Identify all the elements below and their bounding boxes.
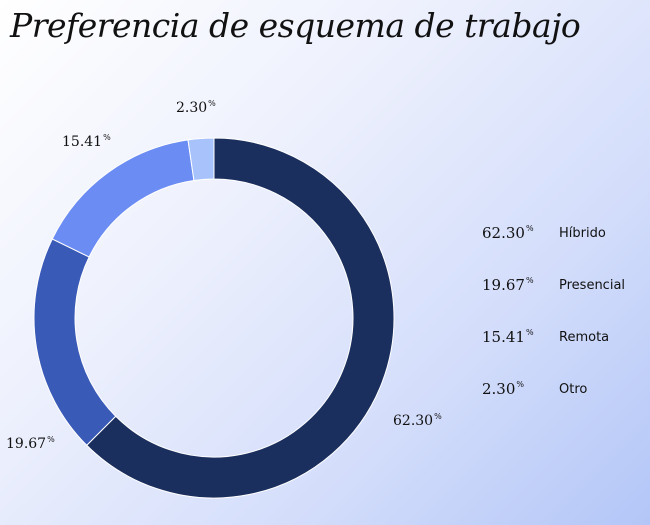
legend-label-presencial: Presencial <box>559 278 626 293</box>
legend-value-otro: 2.30% <box>482 380 525 398</box>
legend-label-remota: Remota <box>559 330 610 345</box>
slice-label-otro: 2.30% <box>176 99 216 116</box>
legend-item-remota: 15.41% Remota <box>482 328 642 380</box>
legend-label-hibrido: Híbrido <box>559 226 606 241</box>
legend-item-otro: 2.30% Otro <box>482 380 642 432</box>
slice-h-brido <box>86 137 395 499</box>
legend-item-hibrido: 62.30% Híbrido <box>482 224 642 276</box>
legend-item-presencial: 19.67% Presencial <box>482 276 642 328</box>
slice-label-remota: 15.41% <box>62 133 111 150</box>
slice-remota <box>51 139 195 258</box>
legend: 62.30% Híbrido 19.67% Presencial 15.41% … <box>482 224 642 432</box>
legend-value-remota: 15.41% <box>482 328 534 346</box>
slice-label-presencial: 19.67% <box>6 435 55 452</box>
slice-label-h-brido: 62.30% <box>393 412 442 429</box>
legend-value-hibrido: 62.30% <box>482 224 534 242</box>
slice-presencial <box>33 238 117 446</box>
slice-otro <box>187 137 215 182</box>
legend-value-presencial: 19.67% <box>482 276 534 294</box>
legend-label-otro: Otro <box>559 382 588 397</box>
chart-title: Preferencia de esquema de trabajo <box>10 6 581 45</box>
